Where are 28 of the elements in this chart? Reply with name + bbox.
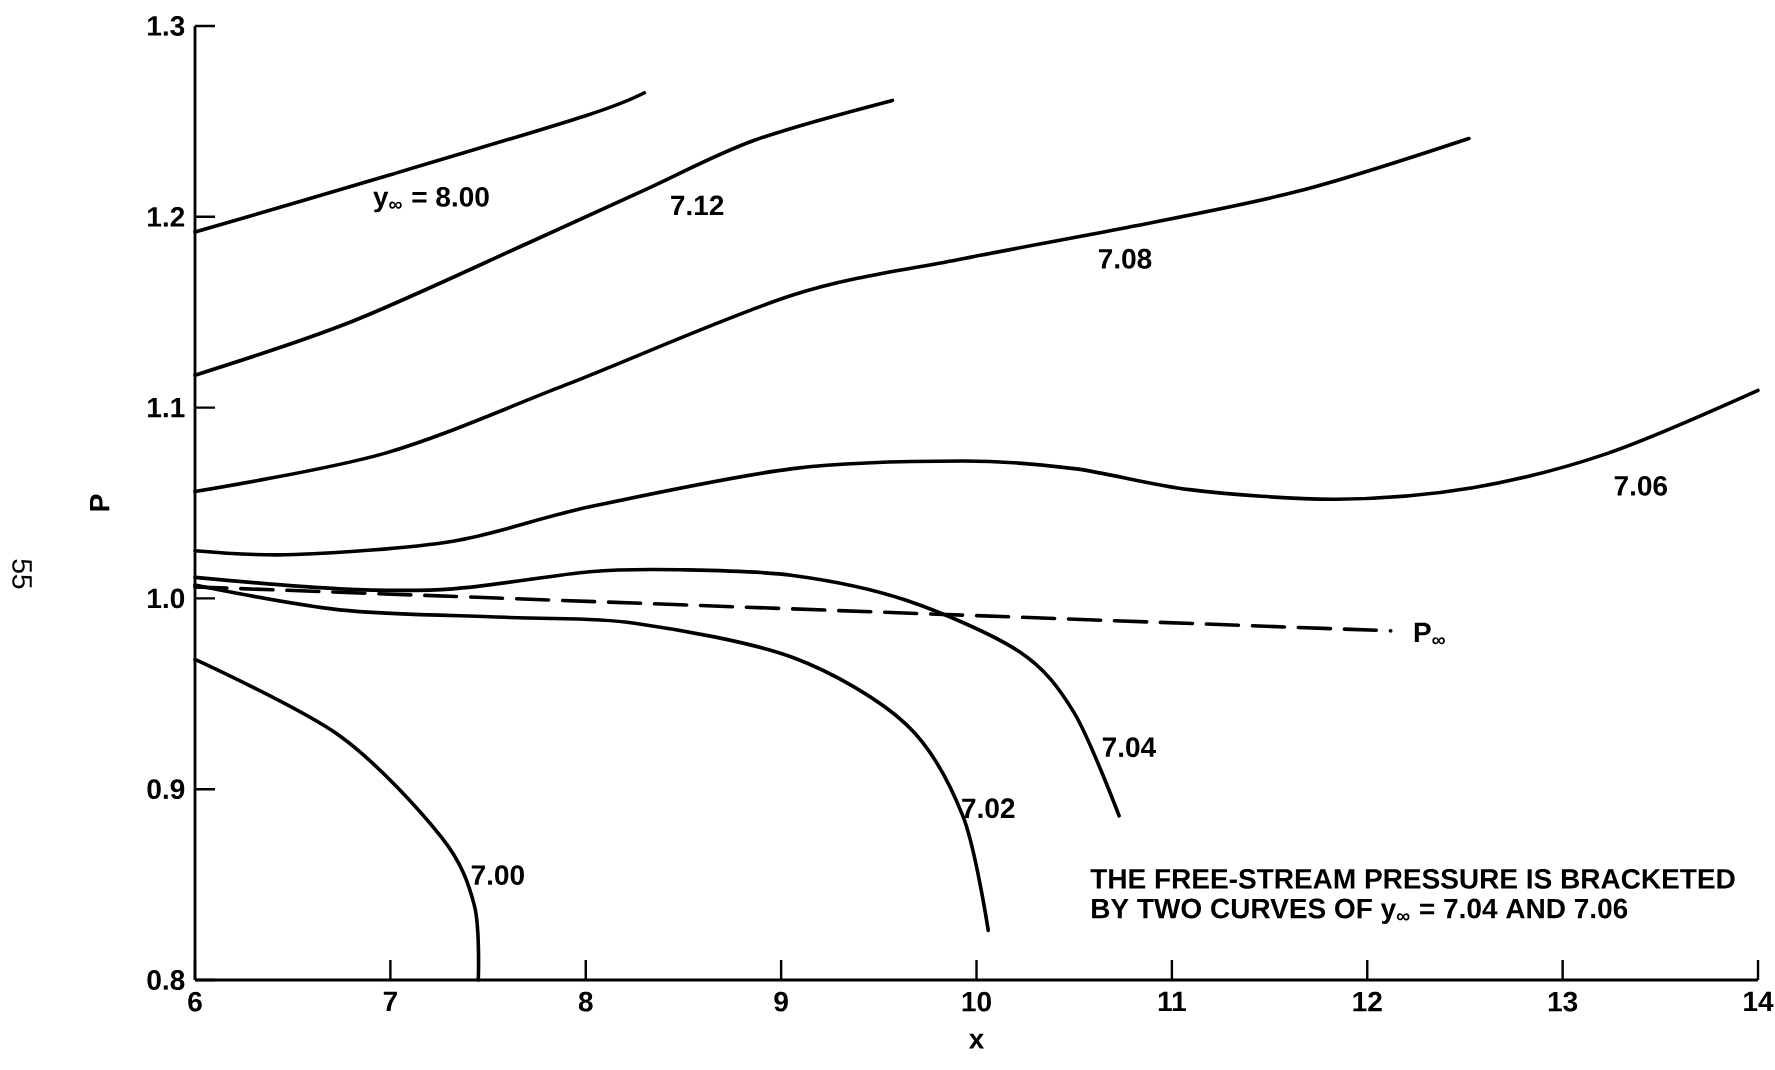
series-label: y$_{∞}$ = 8.00 (373, 186, 489, 213)
y-tick-label: 1.0 (148, 588, 185, 609)
series-label: 7.00 (471, 865, 524, 885)
y-axis-title: P (90, 494, 110, 511)
x-tick-label: 11 (1158, 991, 1186, 1011)
series-label: 7.02 (962, 798, 1015, 819)
x-tick-label: 7 (383, 991, 397, 1011)
x-tick-label: 12 (1353, 991, 1382, 1012)
x-tick-label: 8 (578, 991, 593, 1012)
series-label: 7.04 (1102, 737, 1157, 758)
annotation: BY TWO CURVES OF y$_{∞}$ = 7.04 AND 7.06 (1092, 898, 1628, 924)
text: 55 (12, 559, 32, 589)
x-tick-label: 13 (1548, 991, 1578, 1012)
x-tick-label: 9 (774, 991, 788, 1012)
series-label: 7.06 (1614, 475, 1668, 496)
series-label: 7.08 (1098, 248, 1152, 269)
annotation: THE FREE-STREAM PRESSURE IS BRACKETED (1090, 868, 1735, 889)
x-axis-title: x (968, 1033, 985, 1049)
x-tick-label: 10 (962, 991, 991, 1012)
x-tick-label: 6 (188, 991, 202, 1012)
series-label: P$_{∞}$ (1414, 622, 1445, 645)
y-tick-label: 1.2 (148, 207, 185, 227)
y-tick-label: 0.9 (147, 779, 185, 800)
y-tick-label: 1.3 (148, 16, 185, 36)
x-tick-label: 14 (1744, 991, 1774, 1011)
series-label: 7.12 (671, 195, 724, 216)
y-tick-label: 0.8 (147, 970, 185, 990)
y-tick-label: 1.1 (148, 397, 185, 418)
